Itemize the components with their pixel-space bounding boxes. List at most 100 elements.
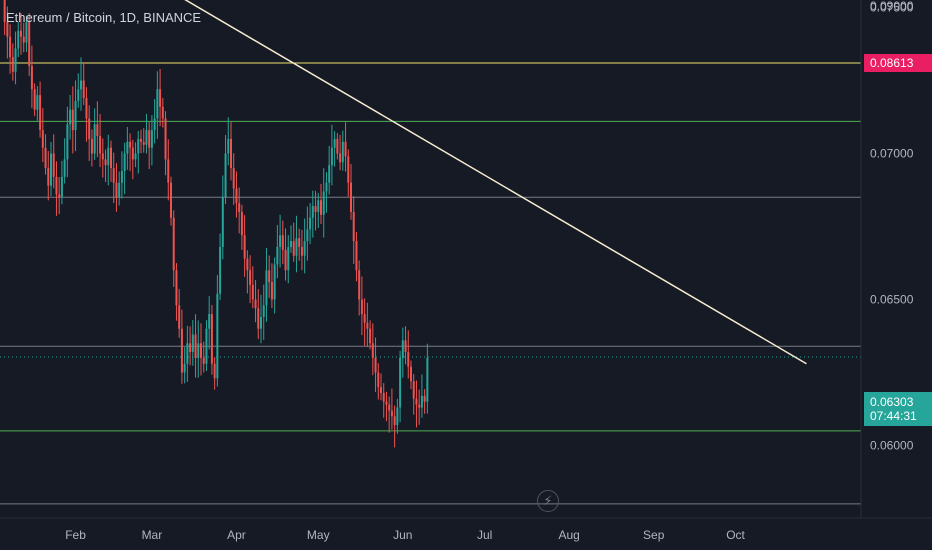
candle xyxy=(175,263,178,321)
candle-body xyxy=(145,130,148,145)
trendline-layer xyxy=(184,0,807,365)
candle xyxy=(265,247,268,322)
candle xyxy=(55,161,58,216)
candle-body xyxy=(393,416,396,426)
candle xyxy=(216,274,219,387)
candle xyxy=(415,380,418,428)
candle-body xyxy=(164,118,167,160)
candle xyxy=(17,22,20,58)
candle xyxy=(257,289,260,340)
price-axis[interactable] xyxy=(861,0,932,518)
last-price-tag[interactable]: 0.06303 07:44:31 xyxy=(864,392,932,426)
candle-body xyxy=(279,235,282,247)
x-tick-labels: Feb Mar Apr May Jun Jul Aug Sep Oct xyxy=(65,528,745,542)
candle xyxy=(161,97,164,128)
candle xyxy=(210,305,213,375)
candle-body xyxy=(115,182,118,198)
candle-body xyxy=(418,404,421,408)
candle xyxy=(126,126,129,170)
candle-body xyxy=(14,48,17,72)
candle xyxy=(140,129,142,154)
candle xyxy=(101,138,104,178)
candle xyxy=(164,111,167,176)
candle-body xyxy=(191,334,194,353)
y-tick-label: 0.07000 xyxy=(870,147,914,161)
candle-body xyxy=(300,246,303,256)
candle-body xyxy=(80,80,82,90)
candle-body xyxy=(352,211,355,242)
candle xyxy=(287,235,290,284)
candle-body xyxy=(273,264,276,300)
candle-body xyxy=(380,387,382,393)
candle xyxy=(279,214,282,268)
candle xyxy=(363,298,366,346)
candle-body xyxy=(322,191,325,215)
candle-body xyxy=(369,328,372,344)
candle-body xyxy=(224,153,227,198)
y-tick-label: 0.09000 xyxy=(870,0,914,13)
candle xyxy=(393,405,396,448)
candle-body xyxy=(77,89,80,101)
alert-price-tag[interactable]: 0.08613 xyxy=(864,54,932,72)
candle-body xyxy=(60,176,63,198)
candle-body xyxy=(311,206,314,218)
candle-body xyxy=(180,328,183,373)
candle-body xyxy=(298,238,301,247)
candle-body xyxy=(28,22,31,66)
candle xyxy=(115,163,118,212)
candle-body xyxy=(284,249,287,271)
candle xyxy=(99,114,102,168)
candle-body xyxy=(287,246,290,271)
candle-body xyxy=(30,65,33,90)
candle-body xyxy=(197,343,200,358)
x-tick-label: Jul xyxy=(477,528,492,542)
candle-body xyxy=(426,357,429,402)
candle xyxy=(407,330,410,379)
candle-body xyxy=(161,106,164,119)
candle xyxy=(281,220,284,265)
symbol-title[interactable]: Ethereum / Bitcoin, 1D, BINANCE xyxy=(6,10,202,25)
candle-body xyxy=(251,284,254,300)
candles-layer xyxy=(3,0,429,448)
x-tick-label: Jun xyxy=(393,528,412,542)
candle-body xyxy=(216,293,219,379)
candle xyxy=(246,250,249,294)
candle xyxy=(339,134,342,171)
candle xyxy=(41,108,44,163)
candle-body xyxy=(194,334,197,358)
candle xyxy=(93,108,96,160)
candle-body xyxy=(262,305,265,318)
candle-body xyxy=(167,159,170,183)
candle-body xyxy=(175,270,178,306)
candle xyxy=(11,43,14,81)
candle-body xyxy=(382,392,385,402)
candle-body xyxy=(303,241,306,256)
candle xyxy=(186,325,189,382)
time-axis[interactable] xyxy=(0,518,932,550)
candle-body xyxy=(200,343,202,358)
candle-body xyxy=(388,404,391,411)
candle-body xyxy=(112,168,115,183)
candle xyxy=(39,81,42,138)
candle xyxy=(399,350,402,423)
candle xyxy=(74,80,77,152)
candle xyxy=(352,196,355,264)
candle xyxy=(3,0,6,35)
candle xyxy=(317,192,320,228)
candle xyxy=(314,190,317,231)
candle xyxy=(366,302,369,347)
candle-body xyxy=(36,95,39,110)
candle-body xyxy=(153,118,156,131)
candle-body xyxy=(281,235,284,250)
candle xyxy=(80,57,82,111)
candle xyxy=(142,128,145,153)
x-tick-label: Oct xyxy=(726,528,745,542)
candle xyxy=(382,383,385,418)
candle-body xyxy=(257,308,260,329)
candle-body xyxy=(292,241,295,256)
candle xyxy=(401,327,404,378)
candle-body xyxy=(85,98,88,119)
lightning-icon[interactable]: ⚡︎ xyxy=(537,490,559,512)
candle xyxy=(14,31,17,85)
